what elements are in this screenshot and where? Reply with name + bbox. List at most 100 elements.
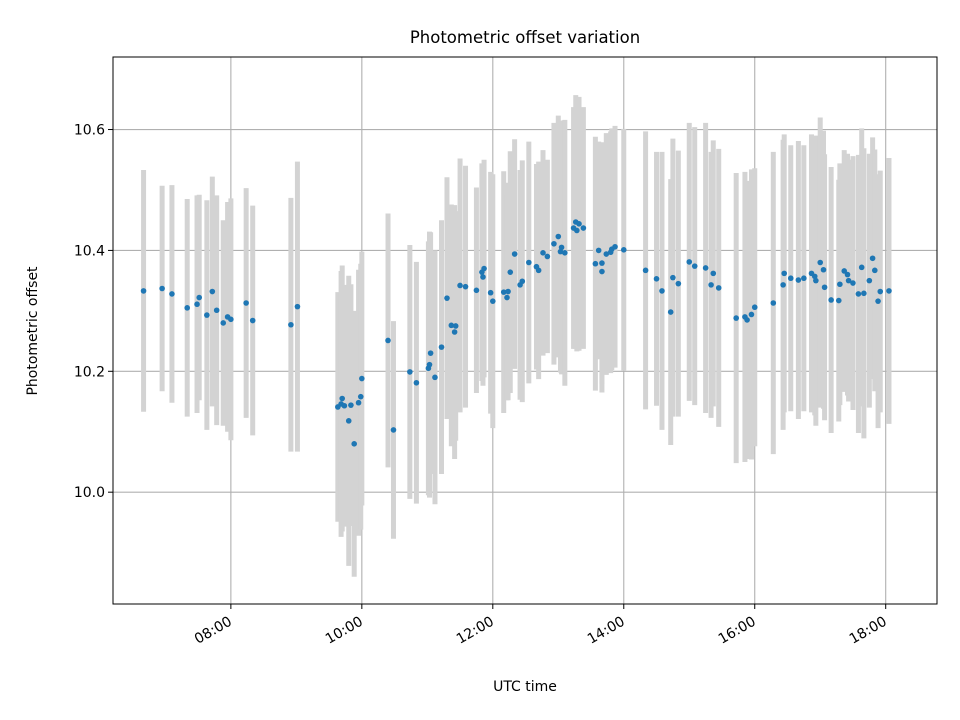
data-point — [535, 267, 542, 274]
data-point — [196, 294, 203, 301]
data-point — [869, 255, 876, 262]
data-point — [845, 277, 852, 284]
data-point — [519, 278, 526, 285]
data-point — [390, 427, 397, 433]
data-point — [817, 259, 824, 266]
data-point — [505, 288, 511, 295]
data-point — [448, 322, 455, 329]
data-point — [599, 268, 605, 275]
data-point — [670, 274, 676, 281]
data-point — [204, 312, 210, 318]
y-tick-label: 10.2 — [74, 364, 105, 380]
data-point — [653, 276, 660, 282]
data-point — [500, 289, 507, 295]
data-point — [751, 304, 758, 311]
data-point — [858, 264, 865, 271]
data-point — [811, 273, 818, 280]
data-point — [432, 374, 438, 381]
data-point — [733, 315, 739, 321]
data-point — [359, 375, 365, 382]
y-axis-label: Photometric offset — [25, 266, 41, 396]
data-point — [612, 243, 618, 250]
data-point — [351, 441, 357, 447]
data-point — [855, 291, 862, 297]
data-point — [871, 267, 878, 274]
data-point — [481, 265, 487, 272]
data-point — [294, 303, 301, 310]
data-point — [886, 288, 892, 294]
data-point — [592, 260, 599, 267]
data-point — [159, 285, 165, 292]
data-point — [140, 288, 147, 294]
data-point — [348, 402, 354, 408]
data-point — [691, 263, 698, 269]
data-point — [620, 247, 627, 253]
data-point — [438, 344, 445, 350]
data-point — [748, 311, 755, 318]
data-point — [544, 253, 551, 260]
data-point — [413, 379, 420, 386]
data-point — [184, 305, 191, 311]
data-point — [702, 265, 709, 271]
data-point — [511, 251, 518, 257]
data-point — [526, 259, 532, 266]
data-point — [487, 289, 494, 296]
data-point — [557, 248, 564, 255]
data-point — [427, 350, 434, 356]
data-point — [875, 298, 881, 304]
data-point — [603, 251, 610, 257]
data-point — [339, 395, 345, 402]
data-point — [837, 281, 843, 288]
data-point — [444, 295, 450, 301]
plot-frame — [112, 56, 938, 605]
data-point — [780, 282, 786, 288]
data-point — [345, 418, 352, 424]
data-point — [451, 329, 458, 335]
data-point — [462, 283, 469, 290]
data-point — [820, 266, 827, 273]
data-point — [686, 259, 693, 265]
data-point — [558, 244, 565, 251]
data-point — [213, 307, 220, 314]
data-point — [866, 277, 873, 284]
data-point — [574, 227, 580, 234]
data-point — [562, 250, 568, 256]
data-point — [675, 280, 682, 287]
data-point — [194, 301, 200, 308]
data-point — [813, 277, 819, 284]
data-point — [599, 260, 605, 266]
y-tick-label: 10.6 — [74, 123, 105, 139]
chart-title: Photometric offset variation — [410, 28, 640, 47]
data-point — [249, 317, 256, 324]
data-point — [504, 294, 510, 301]
data-point — [861, 290, 867, 297]
data-point — [787, 275, 794, 282]
data-point — [169, 291, 175, 297]
data-point — [595, 247, 602, 254]
data-point — [580, 225, 587, 231]
data-point — [341, 402, 348, 409]
data-point — [507, 269, 514, 275]
data-point — [228, 316, 234, 323]
data-point — [715, 285, 722, 291]
data-point — [209, 288, 216, 295]
data-point — [850, 280, 856, 286]
data-point — [841, 268, 848, 274]
data-point — [220, 320, 227, 326]
data-point — [473, 287, 480, 294]
data-point — [555, 233, 562, 240]
data-point — [835, 297, 842, 304]
data-points — [140, 219, 892, 447]
data-point — [667, 309, 674, 315]
data-point — [795, 277, 802, 283]
data-point — [457, 282, 463, 289]
y-axis-ticks: 10.0 10.2 10.4 10.6 — [74, 123, 113, 501]
data-point — [770, 300, 777, 306]
data-point — [357, 393, 364, 400]
data-point — [576, 221, 582, 227]
data-point — [288, 321, 294, 328]
data-point — [540, 250, 546, 256]
data-point — [877, 288, 884, 295]
y-tick-label: 10.4 — [74, 243, 105, 259]
